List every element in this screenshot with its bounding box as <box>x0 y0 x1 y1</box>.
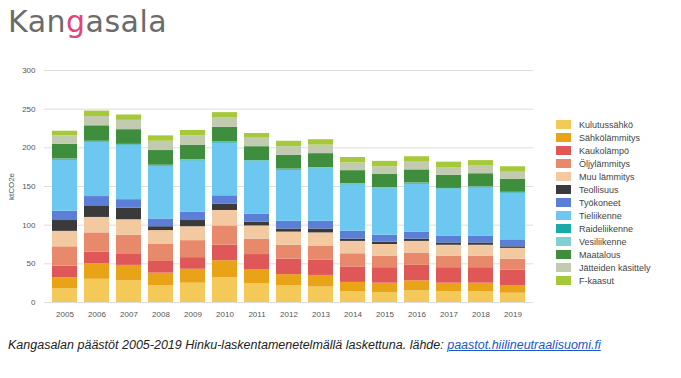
svg-text:300: 300 <box>22 66 36 75</box>
svg-text:2006: 2006 <box>88 310 106 319</box>
svg-text:ktCO2e: ktCO2e <box>7 172 16 200</box>
html-text:Tieliikenne: Tieliikenne <box>579 210 622 221</box>
svg-text:2012: 2012 <box>280 310 298 319</box>
svg-text:2010: 2010 <box>216 310 234 319</box>
svg-text:2008: 2008 <box>152 310 170 319</box>
html-text:F-kaasut: F-kaasut <box>579 275 614 286</box>
html-text:Öljylämmitys: Öljylämmitys <box>579 158 630 169</box>
html-text:Raideliikenne: Raideliikenne <box>579 223 633 234</box>
svg-text:2015: 2015 <box>376 310 394 319</box>
svg-text:200: 200 <box>22 143 36 152</box>
html-text:Kangasalan päästöt 2005-2019 H: Kangasalan päästöt 2005-2019 Hinku-laske… <box>8 338 601 352</box>
svg-text:250: 250 <box>22 105 36 114</box>
svg-text:2018: 2018 <box>472 310 490 319</box>
svg-text:0: 0 <box>31 298 36 307</box>
html-text:Kulutussähkö: Kulutussähkö <box>579 119 633 130</box>
html-text:Sähkölämmitys: Sähkölämmitys <box>579 132 640 143</box>
svg-text:50: 50 <box>27 259 36 268</box>
html-text:Muu lämmitys: Muu lämmitys <box>579 171 635 182</box>
html-text:Maatalous: Maatalous <box>579 249 621 260</box>
html-text:Työkoneet: Työkoneet <box>579 197 621 208</box>
svg-text:100: 100 <box>22 221 36 230</box>
svg-text:2013: 2013 <box>312 310 330 319</box>
svg-text:2007: 2007 <box>120 310 138 319</box>
html-text:Teollisuus: Teollisuus <box>579 184 619 195</box>
svg-text:2016: 2016 <box>408 310 426 319</box>
svg-text:150: 150 <box>22 182 36 191</box>
svg-text:2005: 2005 <box>56 310 74 319</box>
html-text:Vesiliikenne: Vesiliikenne <box>579 236 627 247</box>
svg-text:2017: 2017 <box>440 310 458 319</box>
html-text:Kan g asala: Kan g asala <box>8 4 168 39</box>
svg-text:2009: 2009 <box>184 310 202 319</box>
svg-text:2014: 2014 <box>344 310 362 319</box>
html-text:Kaukolämpö: Kaukolämpö <box>579 145 629 156</box>
html-text:Jätteiden käsittely: Jätteiden käsittely <box>579 262 651 273</box>
svg-text:2011: 2011 <box>248 310 266 319</box>
svg-text:2019: 2019 <box>504 310 522 319</box>
